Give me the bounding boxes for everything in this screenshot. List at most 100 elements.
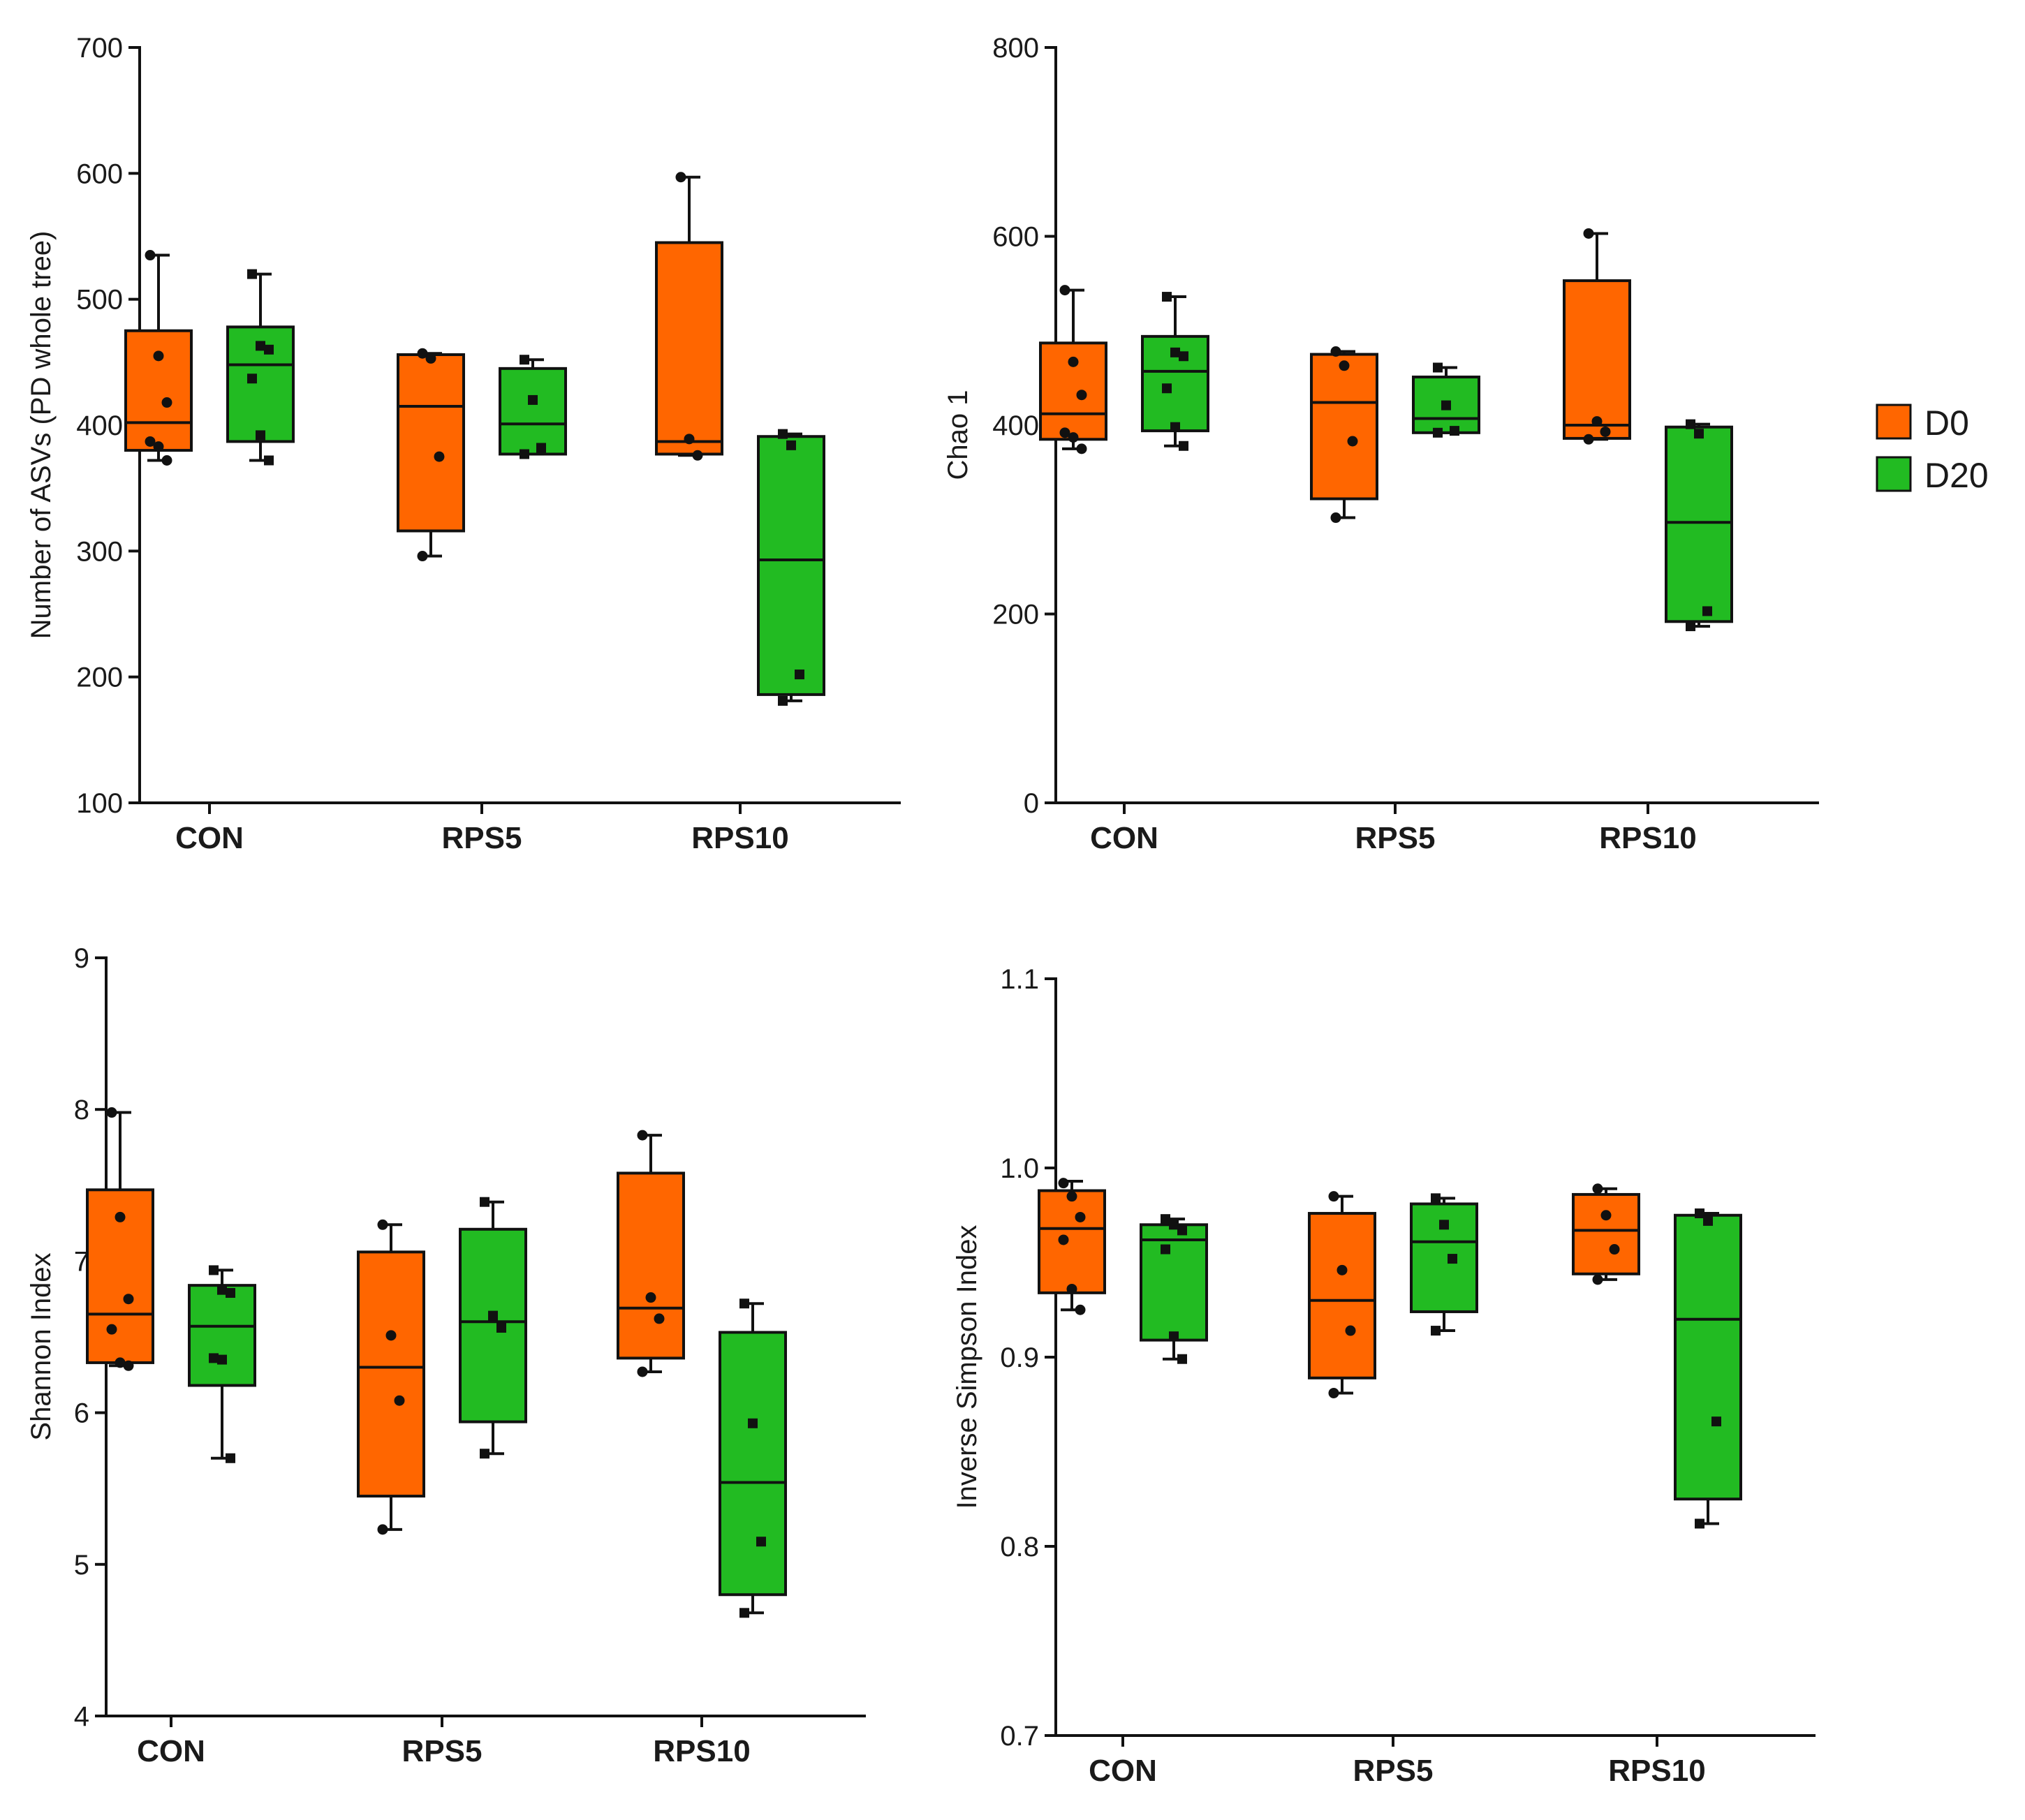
box-d20-rps5 — [459, 1197, 527, 1459]
data-point-d0 — [1058, 1178, 1069, 1189]
box-body — [1038, 1189, 1106, 1294]
data-point-d0 — [637, 1366, 648, 1377]
legend-label-d0: D0 — [1924, 404, 1969, 443]
box-body — [655, 241, 723, 456]
box-d0-rps10 — [655, 172, 723, 461]
box-d20-rps5 — [1412, 362, 1480, 438]
data-point-d0 — [434, 451, 445, 462]
data-point-d0 — [123, 1294, 134, 1305]
data-point-d0 — [106, 1107, 117, 1118]
data-point-d0 — [153, 441, 164, 452]
y-axis-title: Number of ASVs (PD whole tree) — [26, 231, 57, 639]
box-body — [1140, 1223, 1208, 1342]
data-point-d20 — [1170, 422, 1180, 432]
category-label-rps5: RPS5 — [1355, 821, 1436, 855]
category-label-rps10: RPS10 — [1599, 821, 1696, 855]
data-point-d0 — [1583, 228, 1594, 239]
data-point-d0 — [1075, 1304, 1086, 1315]
data-point-d0 — [106, 1324, 117, 1335]
data-point-d20 — [1162, 292, 1172, 302]
y-tick-label: 5 — [74, 1550, 89, 1581]
data-point-d20 — [778, 695, 788, 706]
data-point-d0 — [1066, 1191, 1077, 1202]
data-point-d20 — [1161, 1244, 1170, 1255]
box-d20-rps5 — [499, 355, 567, 459]
data-point-d0 — [115, 1211, 126, 1222]
data-point-d20 — [1450, 426, 1459, 436]
data-point-d0 — [1059, 285, 1070, 296]
data-point-d20 — [536, 443, 546, 453]
data-point-d0 — [1591, 416, 1603, 427]
data-point-d0 — [1066, 1283, 1077, 1294]
data-point-d0 — [1339, 360, 1350, 371]
data-point-d20 — [1448, 1254, 1457, 1264]
data-point-d0 — [1330, 512, 1341, 524]
data-point-d0 — [1058, 1234, 1069, 1245]
box-d20-con — [188, 1265, 256, 1463]
box-body — [188, 1284, 256, 1387]
data-point-d0 — [1328, 1387, 1339, 1398]
data-point-d0 — [1609, 1244, 1620, 1255]
data-point-d0 — [425, 353, 436, 364]
y-tick-label: 600 — [76, 158, 123, 189]
data-point-d0 — [1347, 436, 1358, 447]
data-point-d20 — [264, 344, 274, 355]
data-point-d20 — [1703, 1215, 1713, 1226]
y-tick-label: 9 — [74, 943, 89, 974]
data-point-d0 — [1592, 1183, 1603, 1194]
y-tick-label: 700 — [76, 33, 123, 64]
box-body — [459, 1227, 527, 1423]
data-point-d20 — [528, 394, 538, 405]
box-d20-con — [1140, 1214, 1208, 1364]
y-tick-label: 7 — [74, 1246, 89, 1277]
y-axis-title: Shannon Index — [26, 1252, 57, 1440]
data-point-d20 — [1686, 419, 1695, 429]
y-tick-label: 500 — [76, 285, 123, 316]
data-point-d20 — [209, 1265, 219, 1275]
data-point-d20 — [1711, 1416, 1721, 1427]
data-point-d0 — [1068, 356, 1079, 367]
box-body — [1308, 1212, 1376, 1379]
data-point-d0 — [153, 350, 164, 362]
box-d0-rps10 — [617, 1130, 685, 1377]
data-point-d0 — [1583, 434, 1594, 445]
y-axis-title: Inverse Simpson Index — [952, 1225, 982, 1509]
data-point-d20 — [247, 269, 257, 279]
data-point-d20 — [488, 1310, 498, 1321]
data-point-d20 — [1169, 1331, 1179, 1342]
data-point-d20 — [256, 430, 265, 441]
box-d20-con — [226, 269, 295, 466]
box-d0-rps5 — [397, 348, 465, 562]
data-point-d20 — [1177, 1354, 1187, 1364]
data-point-d0 — [145, 250, 156, 261]
category-label-con: CON — [175, 821, 244, 855]
data-point-d20 — [1695, 1518, 1704, 1529]
data-point-d0 — [1330, 346, 1341, 357]
box-d0-con — [86, 1107, 154, 1371]
data-point-d0 — [692, 450, 703, 461]
data-point-d20 — [247, 373, 257, 384]
y-tick-label: 300 — [76, 536, 123, 567]
box-d20-rps10 — [1665, 419, 1733, 632]
box-d20-rps10 — [719, 1299, 787, 1618]
data-point-d20 — [1162, 383, 1172, 394]
category-label-rps5: RPS5 — [402, 1734, 483, 1768]
data-point-d20 — [1433, 427, 1443, 438]
data-point-d0 — [1328, 1191, 1339, 1202]
data-point-d0 — [1059, 427, 1070, 438]
data-point-d20 — [264, 455, 274, 466]
data-point-d20 — [748, 1418, 758, 1428]
box-body — [1665, 425, 1733, 623]
data-point-d20 — [1177, 1225, 1187, 1236]
y-tick-label: 200 — [76, 663, 123, 693]
y-tick-label: 8 — [74, 1095, 89, 1125]
data-point-d0 — [161, 454, 172, 466]
data-point-d0 — [1592, 1274, 1603, 1285]
data-point-d0 — [385, 1330, 397, 1341]
data-point-d0 — [417, 551, 428, 562]
data-point-d20 — [1169, 1220, 1179, 1230]
category-label-rps5: RPS5 — [1353, 1754, 1434, 1788]
data-point-d20 — [1433, 362, 1443, 373]
box-d0-con — [1039, 285, 1107, 454]
